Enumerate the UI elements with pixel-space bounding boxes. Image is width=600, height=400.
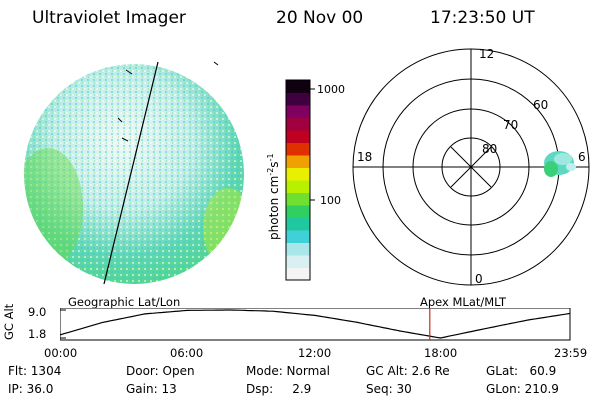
polar-label-0: 0 <box>475 272 483 286</box>
geo-latlon-title: Geographic Lat/Lon <box>68 295 181 309</box>
auroral-oval-patch <box>544 151 576 177</box>
polar-label-60: 60 <box>533 98 548 112</box>
colorbar: 1000 100 photon cm-2s-1 <box>266 79 345 281</box>
status-seq: Seq: 30 <box>366 382 412 396</box>
polar-label-80: 80 <box>482 142 497 156</box>
polar-mlt-plot: 12 18 6 0 60 70 80 <box>352 47 590 286</box>
colorbar-swatch <box>286 167 310 181</box>
colorbar-swatch <box>286 117 310 131</box>
status-gain: Gain: 13 <box>126 382 177 396</box>
colorbar-swatch <box>286 267 310 281</box>
colorbar-swatch <box>286 230 310 243</box>
colorbar-swatch <box>286 242 310 256</box>
altitude-ytick-max: 9.0 <box>28 305 47 319</box>
altitude-ytick-min: 1.8 <box>28 327 47 341</box>
time-tick-2359: 23:59 <box>554 346 588 360</box>
status-ip: IP: 36.0 <box>8 382 54 396</box>
observation-date: 20 Nov 00 <box>276 8 364 28</box>
polar-label-18: 18 <box>357 150 372 164</box>
colorbar-swatch <box>286 180 310 193</box>
colorbar-unit: photon cm-2s-1 <box>266 153 281 240</box>
status-door: Door: Open <box>126 364 195 378</box>
observation-time: 17:23:50 UT <box>430 8 535 28</box>
colorbar-swatch <box>286 80 310 93</box>
colorbar-swatch <box>286 192 310 206</box>
altitude-strip <box>60 308 571 341</box>
colorbar-swatch <box>286 130 310 143</box>
colorbar-swatch <box>286 142 310 156</box>
status-gc-alt: GC Alt: 2.6 Re <box>366 364 450 378</box>
colorbar-swatch <box>286 255 310 268</box>
colorbar-swatch <box>286 217 310 231</box>
colorbar-tick-100: 100 <box>320 194 341 207</box>
status-glat: GLat: 60.9 <box>486 364 557 378</box>
polar-label-70: 70 <box>503 118 518 132</box>
colorbar-swatch <box>286 105 310 118</box>
colorbar-swatch <box>286 155 310 168</box>
time-tick-1200: 12:00 <box>298 346 332 360</box>
auroral-image <box>24 61 244 285</box>
time-tick-0000: 00:00 <box>44 346 78 360</box>
colorbar-swatch <box>286 92 310 106</box>
colorbar-tick-1000: 1000 <box>317 83 345 96</box>
status-dsp: Dsp: 2.9 <box>246 382 312 396</box>
polar-label-12: 12 <box>479 47 494 61</box>
polar-label-6: 6 <box>578 150 586 164</box>
time-tick-1800: 18:00 <box>424 346 458 360</box>
time-tick-0600: 06:00 <box>170 346 204 360</box>
colorbar-swatch <box>286 205 310 218</box>
apex-mlat-title: Apex MLat/MLT <box>420 295 507 309</box>
instrument-title: Ultraviolet Imager <box>32 8 186 28</box>
terminator-line <box>103 61 159 285</box>
altitude-ylabel: GC Alt <box>2 303 16 340</box>
status-mode: Mode: Normal <box>246 364 330 378</box>
status-glon: GLon: 210.9 <box>486 382 559 396</box>
status-flight: Flt: 1304 <box>8 364 62 378</box>
altitude-curve <box>60 309 570 339</box>
